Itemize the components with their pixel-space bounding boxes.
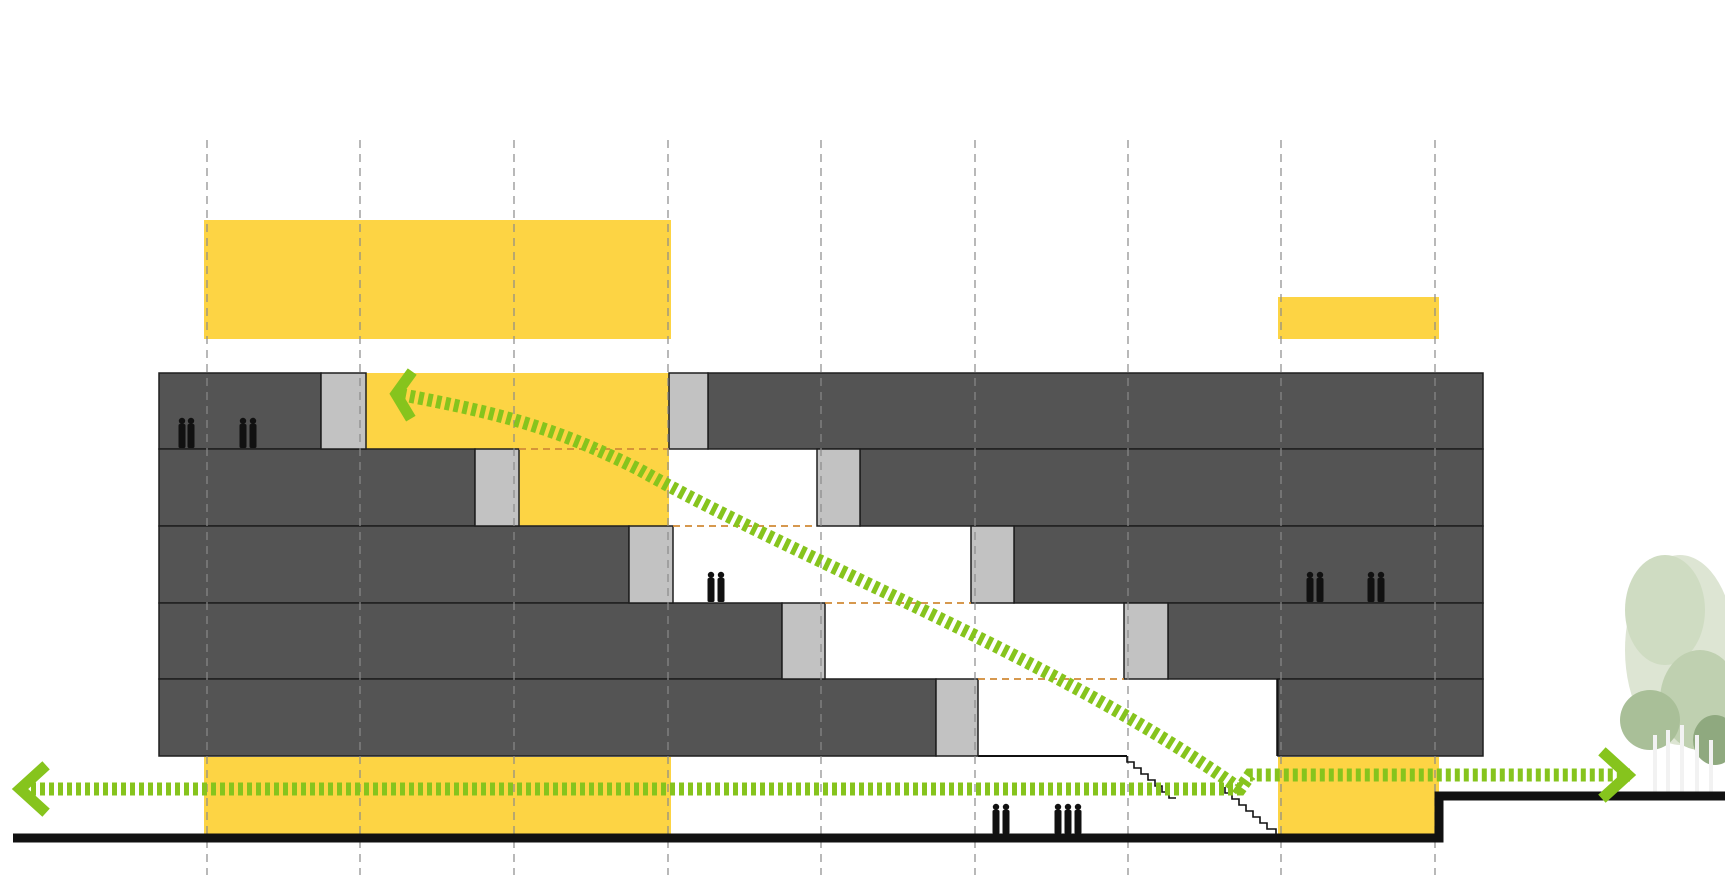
people-silhouette-icon <box>239 417 257 448</box>
structural-grid <box>206 140 1436 875</box>
yellow-volume-upper-left <box>204 220 671 339</box>
slab-level-1-right <box>1277 678 1484 757</box>
tree-icon <box>1620 555 1725 792</box>
people-silhouette-icon <box>1054 803 1082 834</box>
slab-level-3-right <box>1013 525 1484 604</box>
yellow-volumes <box>204 220 1439 836</box>
slab-level-4-left <box>158 448 476 527</box>
people-silhouette-icon <box>707 571 725 602</box>
yellow-volume-upper-right <box>1278 297 1439 339</box>
core-level-3-b <box>970 525 1015 604</box>
slab-level-4-right <box>859 448 1484 527</box>
chevron-up-left-icon <box>389 368 417 422</box>
core-level-4-b <box>816 448 861 527</box>
core-level-3-a <box>628 525 674 604</box>
people-silhouette-icon <box>178 417 195 448</box>
chevron-left-icon <box>11 761 50 817</box>
cores <box>320 372 1169 757</box>
chevron-right-icon <box>1598 747 1637 803</box>
slab-level-3-left <box>158 525 630 604</box>
slab-level-2-left <box>158 602 783 680</box>
circulation-path-horizontal <box>22 768 1630 796</box>
core-level-2-a <box>781 602 826 680</box>
yellow-volume-lower-left <box>204 757 671 836</box>
core-level-5-b <box>668 372 709 450</box>
people-silhouette-icon <box>1306 571 1324 602</box>
slab-level-5-right <box>707 372 1484 450</box>
slab-level-1-left <box>158 678 937 757</box>
slab-level-2-right <box>1167 602 1484 680</box>
people-silhouette-icon <box>1367 571 1385 602</box>
yellow-void-level-4 <box>519 449 669 526</box>
yellow-void-level-5 <box>366 373 669 449</box>
ground-line <box>13 791 1725 843</box>
staircase-icon <box>1126 756 1277 836</box>
core-level-2-b <box>1123 602 1169 680</box>
people <box>178 417 1385 834</box>
core-level-4-a <box>474 448 520 527</box>
circulation-arrows <box>11 368 1637 817</box>
core-level-5-a <box>320 372 367 450</box>
floor-slabs <box>158 372 1484 757</box>
circulation-path-diagonal <box>396 387 1244 795</box>
people-silhouette-icon <box>992 803 1010 834</box>
core-level-1-a <box>935 678 979 757</box>
